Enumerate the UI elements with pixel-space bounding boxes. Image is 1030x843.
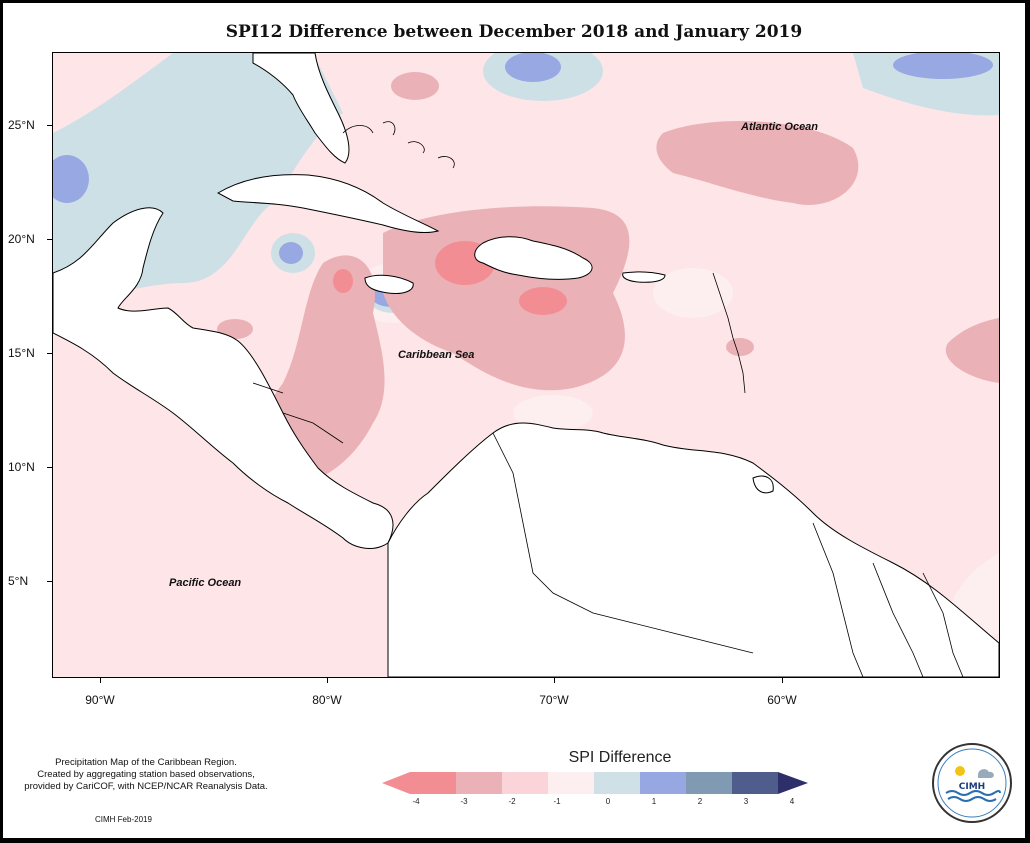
lat-label-10n: 10°N — [8, 460, 35, 474]
legend-label: -2 — [508, 797, 516, 806]
landmass-south-america — [387, 422, 999, 677]
legend-label: -3 — [460, 797, 468, 806]
lon-label-80w: 80°W — [312, 693, 342, 707]
spi-dark-pink-atlantic — [656, 121, 859, 205]
wave-icon — [945, 790, 1001, 796]
legend-title: SPI Difference — [568, 749, 672, 766]
map-credits: Precipitation Map of the Caribbean Regio… — [8, 757, 284, 793]
map-panel[interactable]: Atlantic Ocean Caribbean Sea Pacific Oce… — [52, 52, 1000, 678]
label-caribbean-sea: Caribbean Sea — [398, 349, 475, 361]
lon-tick — [782, 678, 783, 683]
sun-icon — [955, 766, 965, 776]
legend-label: 3 — [743, 797, 749, 806]
legend-label: 2 — [697, 797, 703, 806]
cimh-date-credit: CIMH Feb-2019 — [95, 815, 152, 824]
lat-tick — [47, 239, 52, 240]
landmass-jamaica — [364, 274, 414, 294]
lon-label-90w: 90°W — [85, 693, 115, 707]
landmass-trinidad — [752, 475, 774, 494]
credit-line-1: Precipitation Map of the Caribbean Regio… — [55, 757, 237, 768]
borders-group — [252, 121, 964, 677]
spi-blue-core-northeast — [893, 53, 993, 79]
legend-swatch — [594, 772, 640, 794]
lon-tick — [100, 678, 101, 683]
lat-label-20n: 20°N — [8, 232, 35, 246]
lat-tick — [47, 353, 52, 354]
lat-tick — [47, 581, 52, 582]
lat-label-15n: 15°N — [8, 346, 35, 360]
spi-blue-core-north — [505, 53, 561, 82]
map-canvas — [53, 53, 999, 677]
lat-label-25n: 25°N — [8, 118, 35, 132]
cloud-icon — [978, 769, 994, 778]
legend-swatch — [410, 772, 456, 794]
credit-line-3: provided by CariCOF, with NCEP/NCAR Rean… — [24, 781, 268, 792]
landmass-hispaniola — [474, 236, 593, 280]
landmass-puerto-rico — [622, 271, 666, 283]
legend-label: -1 — [553, 797, 561, 806]
legend-arrow-left — [382, 772, 410, 794]
lon-tick — [554, 678, 555, 683]
lon-tick — [327, 678, 328, 683]
legend-swatch — [456, 772, 502, 794]
legend-label: 1 — [651, 797, 657, 806]
spi-blue-core-cayman — [279, 242, 303, 264]
map-title: SPI12 Difference between December 2018 a… — [225, 22, 803, 42]
landmass-cuba — [216, 174, 440, 234]
lon-label-60w: 60°W — [767, 693, 797, 707]
legend-swatch — [502, 772, 548, 794]
legend-swatch — [548, 772, 594, 794]
lat-label-5n: 5°N — [8, 574, 29, 588]
legend-swatch — [732, 772, 778, 794]
legend-label: 4 — [789, 797, 795, 806]
lat-tick — [47, 125, 52, 126]
legend-swatch — [686, 772, 732, 794]
landmass-central-america — [53, 207, 394, 549]
credit-line-2: Created by aggregating station based obs… — [37, 769, 255, 780]
label-pacific-ocean: Pacific Ocean — [169, 577, 242, 589]
legend-colorbar — [382, 772, 808, 794]
logo-text: CIMH — [959, 782, 985, 792]
label-atlantic-ocean: Atlantic Ocean — [741, 121, 819, 133]
legend-swatch — [640, 772, 686, 794]
lon-label-70w: 70°W — [539, 693, 569, 707]
legend-label: -4 — [412, 797, 420, 806]
legend-label: 0 — [605, 797, 611, 806]
spi-red-core-south — [519, 287, 567, 315]
legend-arrow-right — [778, 772, 808, 794]
landmass-group — [53, 53, 999, 677]
lat-tick — [47, 467, 52, 468]
spi-dark-pink-east — [945, 318, 999, 383]
spi-blue-core-west — [53, 155, 89, 203]
cimh-logo: CIMH — [932, 743, 1012, 823]
landmass-florida — [252, 53, 350, 164]
